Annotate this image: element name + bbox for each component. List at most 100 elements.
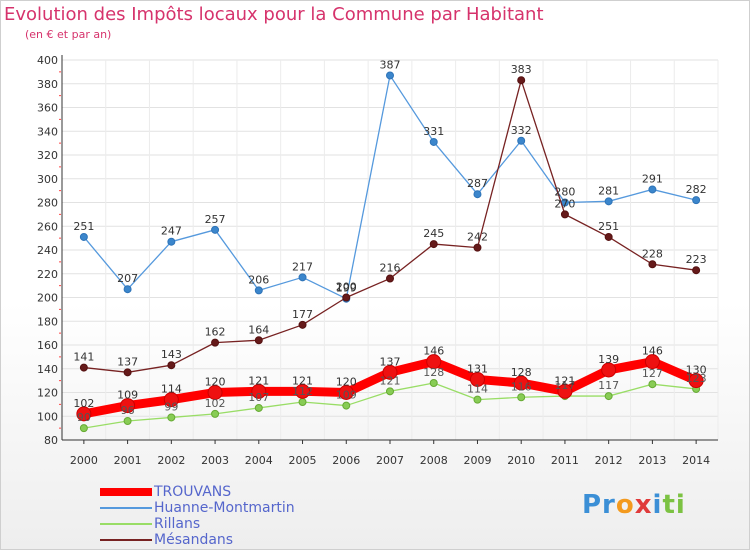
data-label-mesandans: 164 xyxy=(248,323,269,336)
data-label-trouvans: 128 xyxy=(511,366,532,379)
data-point-rillans xyxy=(473,395,482,404)
y-tick-label: 200 xyxy=(37,292,58,305)
data-label-huanne-montmartin: 282 xyxy=(686,183,707,196)
data-point-trouvans xyxy=(644,354,660,370)
chart-subtitle: (en € et par an) xyxy=(25,28,112,41)
data-point-mesandans xyxy=(517,76,526,85)
data-point-mesandans xyxy=(123,368,132,377)
legend-swatch-huanne-montmartin xyxy=(100,507,152,509)
data-point-huanne-montmartin xyxy=(298,273,307,282)
data-point-huanne-montmartin xyxy=(123,285,132,294)
data-point-trouvans xyxy=(557,383,573,399)
data-point-huanne-montmartin xyxy=(386,71,394,80)
data-point-huanne-montmartin xyxy=(167,237,176,246)
x-tick-label: 2007 xyxy=(376,454,404,467)
data-label-mesandans: 228 xyxy=(642,247,663,260)
data-point-huanne-montmartin xyxy=(692,196,701,205)
data-point-rillans xyxy=(254,403,263,412)
data-label-mesandans: 137 xyxy=(117,355,138,368)
data-point-trouvans xyxy=(76,406,92,422)
x-tick-label: 2013 xyxy=(638,454,666,467)
data-point-mesandans xyxy=(604,232,613,241)
data-point-rillans xyxy=(517,393,526,402)
data-label-huanne-montmartin: 207 xyxy=(117,272,138,285)
data-label-mesandans: 177 xyxy=(292,308,313,321)
data-point-huanne-montmartin xyxy=(604,197,613,206)
y-tick-label: 220 xyxy=(37,268,58,281)
data-label-huanne-montmartin: 331 xyxy=(423,125,444,138)
x-tick-label: 2001 xyxy=(114,454,142,467)
data-label-mesandans: 143 xyxy=(161,348,182,361)
data-point-mesandans xyxy=(692,266,701,275)
data-label-trouvans: 130 xyxy=(686,364,707,377)
data-label-trouvans: 137 xyxy=(380,355,401,368)
data-label-trouvans: 102 xyxy=(73,397,94,410)
x-tick-label: 2005 xyxy=(289,454,317,467)
proxiti-logo: Proxiti xyxy=(582,490,686,520)
data-label-trouvans: 109 xyxy=(117,389,138,402)
data-label-trouvans: 120 xyxy=(205,376,226,389)
legend-item-mesandans[interactable]: Mésandans xyxy=(100,532,360,548)
data-label-trouvans: 114 xyxy=(161,383,182,396)
legend-label-huanne-montmartin: Huanne-Montmartin xyxy=(154,500,295,516)
data-label-huanne-montmartin: 291 xyxy=(642,172,663,185)
y-tick-label: 260 xyxy=(37,220,58,233)
x-tick-label: 2006 xyxy=(332,454,360,467)
data-label-huanne-montmartin: 251 xyxy=(73,220,94,233)
data-point-rillans xyxy=(342,401,351,410)
data-label-huanne-montmartin: 199 xyxy=(336,282,357,295)
data-label-trouvans: 121 xyxy=(292,374,313,387)
y-tick-label: 160 xyxy=(37,339,58,352)
x-tick-label: 2011 xyxy=(551,454,579,467)
data-label-huanne-montmartin: 387 xyxy=(380,58,401,71)
legend-item-rillans[interactable]: Rillans xyxy=(100,516,360,532)
data-point-trouvans xyxy=(163,392,179,408)
data-label-mesandans: 200 xyxy=(336,281,357,294)
legend-swatch-mesandans xyxy=(100,539,152,541)
legend-label-trouvans: TROUVANS xyxy=(154,484,232,500)
data-point-mesandans xyxy=(167,361,176,370)
data-point-rillans xyxy=(298,398,307,406)
y-tick-label: 320 xyxy=(37,149,58,162)
y-tick-label: 340 xyxy=(37,125,58,138)
data-label-rillans: 90 xyxy=(77,411,91,424)
data-point-trouvans xyxy=(469,371,485,387)
data-label-rillans: 127 xyxy=(642,367,663,380)
data-point-mesandans xyxy=(79,363,88,372)
legend-item-trouvans[interactable]: TROUVANS xyxy=(100,484,360,500)
data-point-huanne-montmartin xyxy=(517,136,526,145)
data-label-trouvans: 121 xyxy=(248,374,269,387)
data-label-mesandans: 251 xyxy=(598,220,619,233)
data-label-mesandans: 223 xyxy=(686,253,707,266)
data-label-huanne-montmartin: 206 xyxy=(248,273,269,286)
legend-label-mesandans: Mésandans xyxy=(154,532,234,548)
y-tick-label: 140 xyxy=(37,363,58,376)
data-label-rillans: 102 xyxy=(205,397,226,410)
data-label-mesandans: 242 xyxy=(467,231,488,244)
data-label-trouvans: 146 xyxy=(423,345,444,358)
data-point-trouvans xyxy=(120,398,136,414)
data-label-rillans: 117 xyxy=(554,379,575,392)
y-tick-label: 380 xyxy=(37,78,58,91)
data-label-rillans: 96 xyxy=(121,404,135,417)
legend-item-huanne-montmartin[interactable]: Huanne-Montmartin xyxy=(100,500,360,516)
x-tick-label: 2009 xyxy=(463,454,491,467)
data-label-huanne-montmartin: 332 xyxy=(511,124,532,137)
data-point-rillans xyxy=(648,380,657,389)
legend-swatch-rillans xyxy=(100,523,152,525)
data-label-rillans: 114 xyxy=(467,383,488,396)
data-label-huanne-montmartin: 257 xyxy=(205,213,226,226)
data-label-huanne-montmartin: 247 xyxy=(161,225,182,238)
data-point-trouvans xyxy=(295,383,311,399)
y-tick-label: 360 xyxy=(37,102,58,115)
data-point-mesandans xyxy=(386,274,394,283)
data-label-rillans: 116 xyxy=(511,380,532,393)
data-label-trouvans: 131 xyxy=(467,362,488,375)
legend-label-rillans: Rillans xyxy=(154,516,201,532)
data-point-mesandans xyxy=(298,320,307,329)
data-point-huanne-montmartin xyxy=(473,190,482,199)
data-point-trouvans xyxy=(513,375,529,391)
data-point-rillans xyxy=(167,413,176,422)
y-tick-label: 300 xyxy=(37,173,58,186)
